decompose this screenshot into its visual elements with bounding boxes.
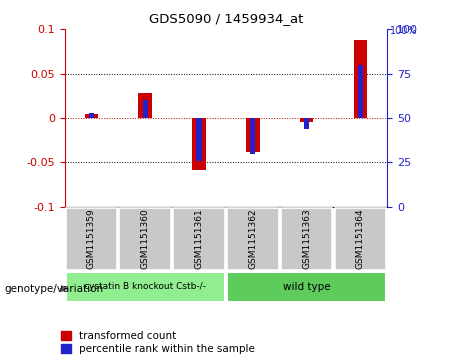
Bar — [119, 208, 171, 270]
Bar — [335, 208, 386, 270]
Bar — [65, 208, 117, 270]
Bar — [250, 118, 255, 154]
Bar — [89, 113, 94, 118]
Bar — [196, 118, 201, 161]
Bar — [173, 208, 225, 270]
Text: genotype/variation: genotype/variation — [5, 284, 104, 294]
Text: GSM1151361: GSM1151361 — [195, 208, 203, 269]
Text: 100%: 100% — [390, 26, 417, 36]
Text: GSM1151364: GSM1151364 — [356, 208, 365, 269]
Legend: transformed count, percentile rank within the sample: transformed count, percentile rank withi… — [60, 331, 255, 354]
Text: GSM1151359: GSM1151359 — [87, 208, 96, 269]
Bar — [300, 118, 313, 122]
Text: GSM1151362: GSM1151362 — [248, 208, 257, 269]
Text: cystatin B knockout Cstb-/-: cystatin B knockout Cstb-/- — [84, 282, 206, 291]
Bar — [192, 118, 206, 170]
Text: wild type: wild type — [283, 282, 331, 292]
Bar — [354, 40, 367, 118]
Bar — [304, 118, 309, 129]
Bar — [142, 100, 148, 118]
Bar — [281, 208, 332, 270]
Bar — [358, 65, 363, 118]
Bar — [138, 93, 152, 118]
Bar — [227, 208, 278, 270]
Text: GSM1151363: GSM1151363 — [302, 208, 311, 269]
Bar — [85, 114, 98, 118]
Bar — [227, 272, 386, 302]
Text: GSM1151360: GSM1151360 — [141, 208, 150, 269]
Bar — [246, 118, 260, 152]
Bar — [65, 272, 225, 302]
Title: GDS5090 / 1459934_at: GDS5090 / 1459934_at — [149, 12, 303, 25]
